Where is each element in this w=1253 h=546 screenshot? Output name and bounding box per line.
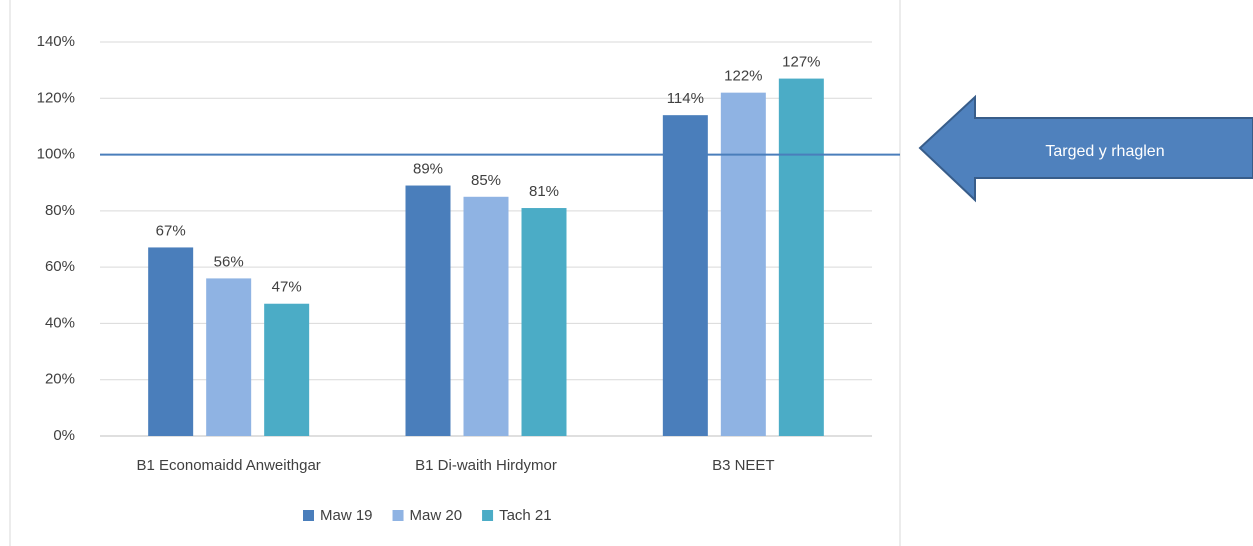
- y-tick-label: 40%: [45, 314, 75, 331]
- bar: [778, 78, 824, 436]
- x-tick-label: B1 Di-waith Hirdymor: [415, 457, 557, 474]
- y-tick-label: 140%: [37, 33, 75, 50]
- bar: [264, 303, 310, 436]
- y-tick-label: 0%: [53, 427, 75, 444]
- x-tick-label: B1 Economaidd Anweithgar: [137, 457, 321, 474]
- legend-label: Maw 20: [410, 507, 463, 524]
- legend-swatch: [482, 510, 494, 521]
- legend-swatch: [392, 510, 404, 521]
- bar: [463, 196, 509, 436]
- value-label: 89%: [413, 160, 443, 177]
- value-label: 127%: [782, 54, 820, 71]
- x-tick-label: B3 NEET: [712, 457, 775, 474]
- y-tick-label: 20%: [45, 371, 75, 388]
- value-label: 85%: [471, 172, 501, 189]
- value-label: 67%: [156, 222, 186, 239]
- y-tick-label: 120%: [37, 89, 75, 106]
- bar: [148, 247, 194, 436]
- value-label: 81%: [529, 183, 559, 200]
- bar: [662, 115, 708, 437]
- value-label: 122%: [724, 68, 762, 85]
- y-tick-label: 100%: [37, 146, 75, 163]
- legend-label: Tach 21: [499, 507, 552, 524]
- value-label: 56%: [214, 253, 244, 270]
- target-label: Targed y rhaglen: [1045, 143, 1164, 160]
- legend-label: Maw 19: [320, 507, 373, 524]
- legend-swatch: [303, 510, 314, 521]
- target-arrow: [918, 94, 1253, 203]
- value-label: 47%: [272, 279, 302, 296]
- y-tick-label: 80%: [45, 202, 75, 219]
- bar: [206, 278, 252, 436]
- value-label: 114%: [667, 90, 704, 107]
- y-tick-label: 60%: [45, 258, 75, 275]
- bar: [405, 185, 451, 436]
- bar: [720, 92, 766, 437]
- bar: [521, 208, 567, 436]
